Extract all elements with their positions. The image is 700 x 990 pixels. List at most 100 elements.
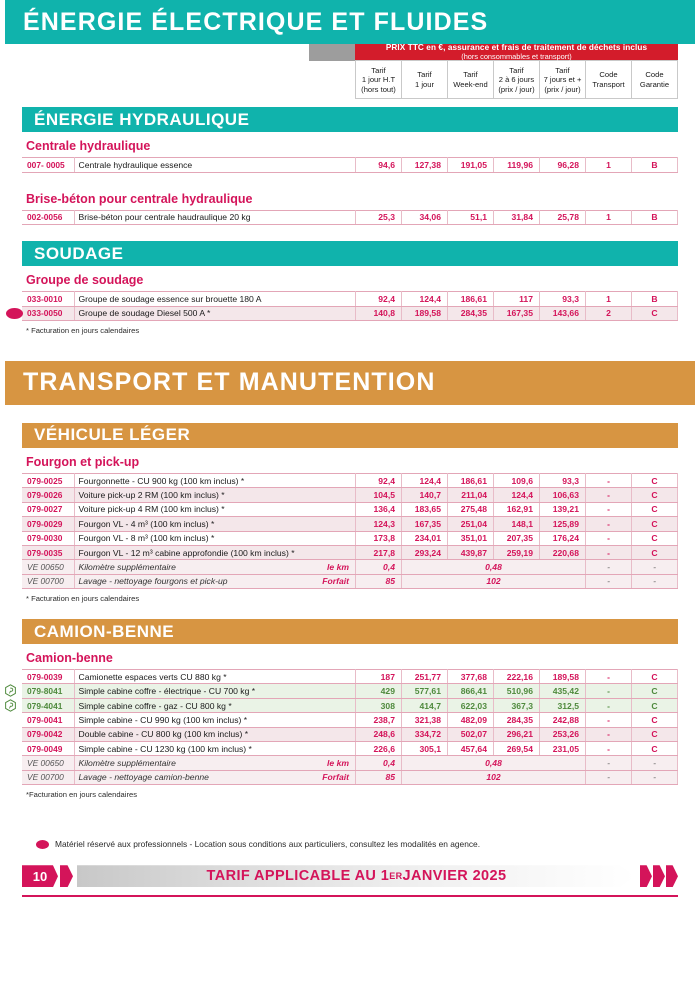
row-code-garantie: C	[631, 305, 678, 321]
row-value-1: 124,4	[401, 472, 448, 489]
col-header-code-transport: Code Transport	[584, 60, 632, 100]
col-l2: 1 jour H.T	[361, 75, 396, 85]
row-reference: 079-4041	[22, 697, 75, 714]
row-code-transport: -	[585, 697, 632, 714]
row-unit	[309, 669, 356, 685]
col-l2: Garantie	[639, 79, 670, 89]
row-value-0: 308	[355, 697, 402, 714]
chevron-right-icon	[653, 865, 665, 888]
row-unit	[309, 487, 356, 503]
col-l2: 2 à 6 jours	[498, 75, 535, 85]
row-value-0: 140,8	[355, 305, 402, 321]
row-value-span: 102	[401, 573, 586, 590]
row-description: Simple cabine - CU 990 kg (100 km inclus…	[74, 712, 310, 728]
table-row[interactable]: VE 00700 Lavage - nettoyage camion-benne F…	[22, 769, 678, 786]
row-unit	[309, 544, 356, 561]
row-code-transport: -	[585, 516, 632, 532]
row-value-3: 222,16	[493, 669, 540, 685]
row-value-0: 217,8	[355, 544, 402, 561]
col-l1: Code	[599, 70, 618, 80]
table-row[interactable]: 079-0029 Fourgon VL - 4 m³ (100 km inclus…	[22, 516, 678, 532]
row-code-garantie: C	[631, 501, 678, 518]
row-value-2: 377,68	[447, 669, 494, 685]
row-value-3: 109,6	[493, 472, 540, 489]
row-description: Fourgonnette - CU 900 kg (100 km inclus)…	[74, 472, 310, 489]
row-description: Voiture pick-up 4 RM (100 km inclus) *	[74, 501, 310, 518]
row-value-0: 429	[355, 683, 402, 699]
row-unit: le km	[309, 755, 356, 771]
row-unit	[309, 741, 356, 757]
row-description: Fourgon VL - 8 m³ (100 km inclus) *	[74, 530, 310, 546]
row-value-1: 183,65	[401, 501, 448, 518]
row-unit: le km	[309, 559, 356, 575]
table-row[interactable]: 007- 0005 Centrale hydraulique essence 94,…	[22, 157, 678, 173]
row-value-2: 439,87	[447, 544, 494, 561]
row-unit	[309, 157, 356, 173]
row-value-1: 305,1	[401, 741, 448, 757]
table-row[interactable]: 079-0039 Camionette espaces verts CU 880 …	[22, 669, 678, 685]
block-vehicule-leger: Fourgon et pick-up 079-0025 Fourgonnette -…	[22, 448, 678, 603]
table-row[interactable]: VE 00650 Kilomètre supplémentaire le km 0,4…	[22, 559, 678, 575]
row-value-0: 173,8	[355, 530, 402, 546]
block-camion-benne: Camion-benne 079-0039 Camionette espaces v…	[5, 644, 678, 799]
table-row[interactable]: 079-0041 Simple cabine - CU 990 kg (100 k…	[22, 712, 678, 728]
row-value-1: 414,7	[401, 697, 448, 714]
row-unit	[309, 697, 356, 714]
row-value-1: 293,24	[401, 544, 448, 561]
row-value-4: 143,66	[539, 305, 586, 321]
col-header-tarif-1jour-ht: Tarif 1 jour H.T (hors tout)	[354, 60, 402, 100]
table-footnote: * Facturation en jours calendaires	[26, 325, 140, 335]
block-soudage: Groupe de soudage 033-0010 Groupe de souda…	[6, 266, 678, 335]
page-number: 10	[22, 865, 58, 888]
content-energie: PRIX TTC en €, assurance et frais de tra…	[0, 43, 700, 335]
row-reference: 079-0027	[22, 501, 75, 518]
row-reference: 079-0041	[22, 712, 75, 728]
table-row[interactable]: 079-4041 Simple cabine coffre - gaz - CU …	[22, 697, 678, 714]
table-row[interactable]: 079-0030 Fourgon VL - 8 m³ (100 km inclus…	[22, 530, 678, 546]
col-header-tarif-1jour: Tarif 1 jour	[400, 60, 448, 100]
table-row[interactable]: VE 00700 Lavage - nettoyage fourgons et p…	[22, 573, 678, 590]
table-row[interactable]: 079-0027 Voiture pick-up 4 RM (100 km inc…	[22, 501, 678, 518]
row-reference: VE 00700	[22, 769, 75, 786]
row-value-1: 124,4	[401, 291, 448, 307]
row-code-garantie: -	[631, 573, 678, 590]
row-value-2: 251,04	[447, 516, 494, 532]
row-code-transport: -	[585, 472, 632, 489]
row-code-garantie: C	[631, 697, 678, 714]
col-l3: (prix / jour)	[498, 84, 535, 94]
group-title: Groupe de soudage	[26, 273, 144, 288]
table-row[interactable]: 079-8041 Simple cabine coffre - électriqu…	[22, 683, 678, 699]
table-row[interactable]: VE 00650 Kilomètre supplémentaire le km 0,4…	[22, 755, 678, 771]
table-row[interactable]: 033-0050 Groupe de soudage Diesel 500 A *…	[22, 305, 678, 321]
table-row[interactable]: 033-0010 Groupe de soudage essence sur br…	[22, 291, 678, 307]
row-reference: 079-0029	[22, 516, 75, 532]
price-table-header: PRIX TTC en €, assurance et frais de tra…	[22, 43, 679, 100]
row-code-garantie: -	[631, 559, 678, 575]
row-description: Double cabine - CU 800 kg (100 km inclus…	[74, 726, 310, 743]
row-reference: VE 00650	[22, 755, 75, 771]
row-code-transport: -	[585, 712, 632, 728]
tariff-text-pre: TARIF APPLICABLE AU 1	[206, 868, 390, 885]
row-code-transport: -	[585, 755, 632, 771]
row-code-transport: -	[585, 573, 632, 590]
row-value-0: 248,6	[355, 726, 402, 743]
table-row[interactable]: 002-0056 Brise-béton pour centrale haudra…	[22, 209, 678, 226]
table-wrapper: 007- 0005 Centrale hydraulique essence 94,…	[22, 157, 678, 173]
row-code-garantie: -	[631, 769, 678, 786]
row-value-1: 127,38	[401, 157, 448, 173]
table-row[interactable]: 079-0035 Fourgon VL - 12 m³ cabine approf…	[22, 544, 678, 561]
row-value-0: 92,4	[355, 472, 402, 489]
table-row[interactable]: 079-0049 Simple cabine - CU 1230 kg (100 …	[22, 741, 678, 757]
row-code-transport: -	[585, 487, 632, 503]
row-value-2: 866,41	[447, 683, 494, 699]
row-value-0: 136,4	[355, 501, 402, 518]
row-value-0: 187	[355, 669, 402, 685]
table-row[interactable]: 079-0025 Fourgonnette - CU 900 kg (100 km…	[22, 472, 678, 489]
table-row[interactable]: 079-0026 Voiture pick-up 2 RM (100 km inc…	[22, 487, 678, 503]
row-description: Groupe de soudage Diesel 500 A *	[74, 305, 310, 321]
col-l3: (prix / jour)	[544, 84, 581, 94]
legend-professionnels: Matériel réservé aux professionnels - Lo…	[0, 839, 700, 849]
row-value-1: 251,77	[401, 669, 448, 685]
table-row[interactable]: 079-0042 Double cabine - CU 800 kg (100 k…	[22, 726, 678, 743]
